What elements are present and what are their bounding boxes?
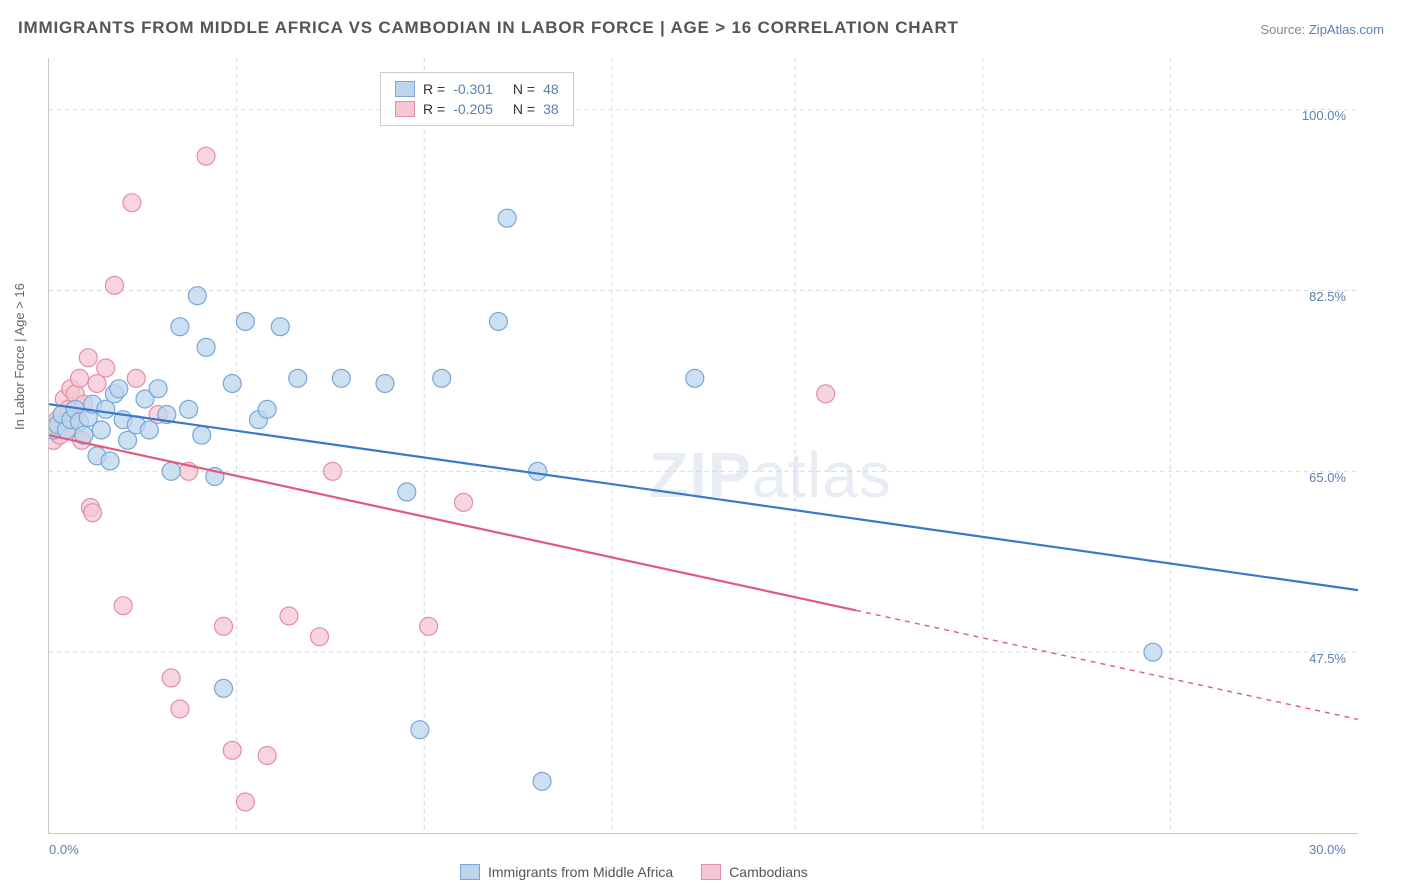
data-point (489, 313, 507, 331)
chart-title: IMMIGRANTS FROM MIDDLE AFRICA VS CAMBODI… (18, 18, 959, 38)
series-middle-africa-points (49, 209, 1162, 790)
data-point (258, 400, 276, 418)
data-point (398, 483, 416, 501)
data-point (311, 628, 329, 646)
data-point (197, 147, 215, 165)
data-point (114, 597, 132, 615)
swatch-icon (701, 864, 721, 880)
data-point (223, 741, 241, 759)
data-point (498, 209, 516, 227)
data-point (236, 793, 254, 811)
data-point (123, 194, 141, 212)
data-point (171, 318, 189, 336)
data-point (411, 721, 429, 739)
n-value: 48 (543, 81, 559, 97)
data-point (236, 313, 254, 331)
swatch-icon (460, 864, 480, 880)
legend-series: Immigrants from Middle Africa Cambodians (460, 864, 808, 880)
data-point (271, 318, 289, 336)
data-point (180, 400, 198, 418)
x-tick-label: 0.0% (49, 842, 79, 857)
data-point (215, 617, 233, 635)
trend-line-dashed (856, 610, 1358, 719)
data-point (162, 462, 180, 480)
chart-container: IMMIGRANTS FROM MIDDLE AFRICA VS CAMBODI… (0, 0, 1406, 892)
data-point (280, 607, 298, 625)
legend-item: Immigrants from Middle Africa (460, 864, 673, 880)
swatch-icon (395, 81, 415, 97)
swatch-icon (395, 101, 415, 117)
r-label: R = (423, 81, 445, 97)
x-tick-label: 30.0% (1309, 842, 1346, 857)
legend-row: R = -0.301 N = 48 (395, 79, 559, 99)
legend-item: Cambodians (701, 864, 808, 880)
data-point (332, 369, 350, 387)
data-point (79, 349, 97, 367)
data-point (223, 375, 241, 393)
data-point (215, 679, 233, 697)
legend-series-label: Cambodians (729, 864, 808, 880)
data-point (376, 375, 394, 393)
data-point (533, 772, 551, 790)
legend-series-label: Immigrants from Middle Africa (488, 864, 673, 880)
n-value: 38 (543, 101, 559, 117)
data-point (817, 385, 835, 403)
plot-area: ZIPatlas 47.5%65.0%82.5%100.0% 0.0%30.0% (48, 58, 1358, 834)
y-axis-title: In Labor Force | Age > 16 (12, 283, 27, 430)
r-value: -0.205 (453, 101, 493, 117)
data-point (433, 369, 451, 387)
data-point (420, 617, 438, 635)
data-point (686, 369, 704, 387)
data-point (1144, 643, 1162, 661)
data-point (105, 276, 123, 294)
data-point (324, 462, 342, 480)
data-point (455, 493, 473, 511)
data-point (127, 369, 145, 387)
source-value: ZipAtlas.com (1309, 22, 1384, 37)
n-label: N = (513, 101, 535, 117)
gridlines-vertical (237, 58, 1171, 833)
data-point (110, 380, 128, 398)
data-point (197, 338, 215, 356)
data-point (71, 369, 89, 387)
trend-lines (49, 404, 1358, 719)
data-point (92, 421, 110, 439)
data-point (84, 504, 102, 522)
data-point (162, 669, 180, 687)
data-point (529, 462, 547, 480)
data-point (149, 380, 167, 398)
trend-line-solid (49, 404, 1358, 590)
data-point (171, 700, 189, 718)
r-label: R = (423, 101, 445, 117)
plot-svg (49, 58, 1358, 833)
legend-correlation: R = -0.301 N = 48 R = -0.205 N = 38 (380, 72, 574, 126)
n-label: N = (513, 81, 535, 97)
data-point (140, 421, 158, 439)
source-attribution: Source: ZipAtlas.com (1260, 22, 1384, 37)
data-point (193, 426, 211, 444)
data-point (97, 359, 115, 377)
legend-row: R = -0.205 N = 38 (395, 99, 559, 119)
data-point (101, 452, 119, 470)
data-point (289, 369, 307, 387)
source-label: Source: (1260, 22, 1305, 37)
data-point (258, 747, 276, 765)
data-point (188, 287, 206, 305)
r-value: -0.301 (453, 81, 493, 97)
